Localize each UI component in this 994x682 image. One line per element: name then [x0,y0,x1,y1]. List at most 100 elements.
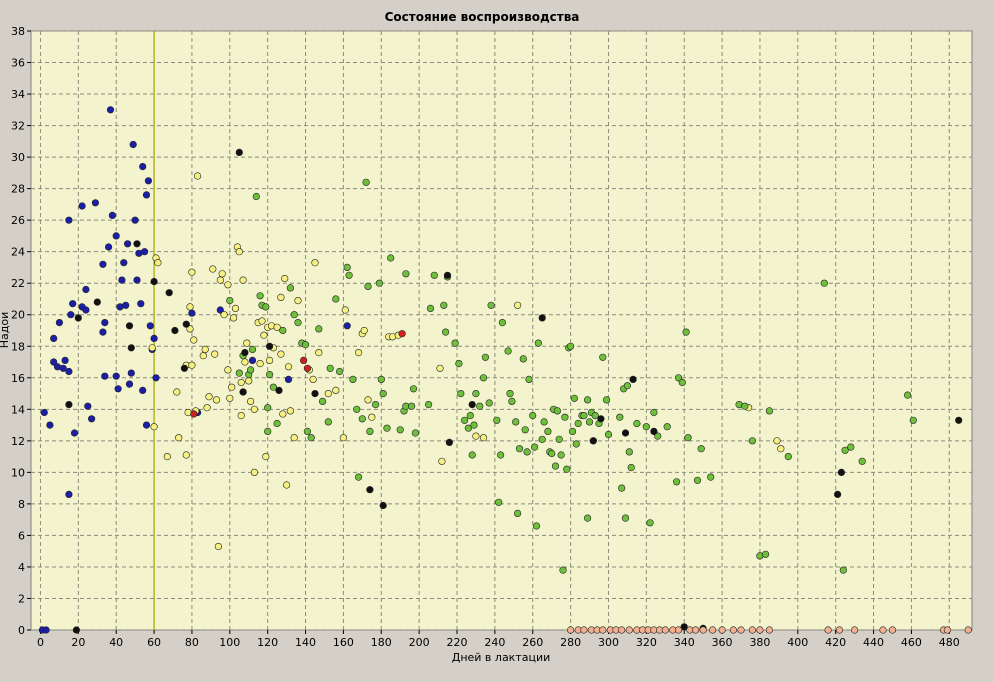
data-point [559,566,567,574]
data-point [175,434,183,442]
data-point [379,501,387,510]
data-point [604,430,613,439]
data-point [324,390,332,398]
data-point [118,276,126,284]
data-point [835,626,844,634]
data-point [841,446,849,454]
data-point [256,292,264,300]
data-point [101,372,109,380]
y-tick-label: 18 [11,340,25,353]
data-point [133,240,141,248]
data-point [84,402,92,410]
data-point [301,341,310,349]
data-point [440,301,448,309]
data-point [112,232,120,240]
data-point [379,390,387,398]
data-point [211,350,219,358]
data-point [566,626,575,634]
data-point [65,490,73,499]
data-point [708,626,717,634]
data-point [532,522,541,530]
data-point [521,426,529,434]
data-point [523,448,531,456]
data-point [741,402,749,410]
data-point [765,407,774,415]
data-point [438,457,446,465]
data-point [445,438,454,447]
data-point [42,626,50,634]
data-point [248,356,257,365]
data-point [326,364,334,372]
data-point [336,367,344,376]
data-point [748,626,757,634]
data-point [411,429,420,437]
data-point [78,202,86,210]
x-axis-label: Дней в лактации [452,651,551,664]
data-point [239,276,247,284]
data-point [216,306,224,314]
data-point [451,339,459,347]
data-point [553,407,562,415]
data-point [46,421,54,429]
data-point [152,374,160,382]
data-point [247,397,255,406]
data-point [101,319,109,327]
data-point [464,424,473,432]
data-point [457,390,465,398]
data-point [850,626,859,634]
data-point [146,322,154,330]
data-point [40,408,48,417]
data-point [366,427,374,436]
data-point [319,397,327,406]
data-point [133,276,141,284]
data-point [955,416,963,424]
y-tick-label: 38 [11,25,25,38]
data-point [324,418,332,426]
x-tick-label: 120 [257,636,278,649]
data-point [964,626,972,634]
data-point [311,259,319,267]
data-point [247,366,255,374]
data-point [226,297,234,305]
data-point [243,339,251,347]
data-point [125,380,134,388]
data-point [188,361,196,369]
data-point [476,402,484,410]
data-point [570,394,579,402]
data-point [165,289,173,297]
data-point [275,386,283,395]
data-point [442,328,450,336]
data-point [691,626,700,634]
y-tick-label: 24 [11,246,25,259]
data-point [286,407,295,415]
data-point [498,319,507,327]
data-point [343,263,351,272]
data-point [284,375,293,384]
data-point [205,393,213,401]
data-point [55,319,64,327]
x-tick-label: 400 [787,636,808,649]
data-point [277,293,285,302]
data-point [277,350,285,358]
data-point [74,314,82,322]
data-point [269,383,278,391]
data-point [220,311,228,319]
data-point [125,322,134,330]
data-point [375,279,384,287]
data-point [642,423,650,431]
data-point [377,375,385,384]
y-tick-label: 10 [11,466,25,479]
data-point [252,192,260,201]
data-point [235,248,243,256]
data-point [599,626,607,634]
data-point [294,319,302,327]
data-point [129,140,137,149]
data-point [408,402,416,410]
data-point [343,322,351,330]
data-point [303,364,312,372]
data-point [504,347,512,355]
data-point [235,148,243,156]
data-point [847,443,855,451]
data-point [228,383,236,391]
data-point [144,177,152,185]
